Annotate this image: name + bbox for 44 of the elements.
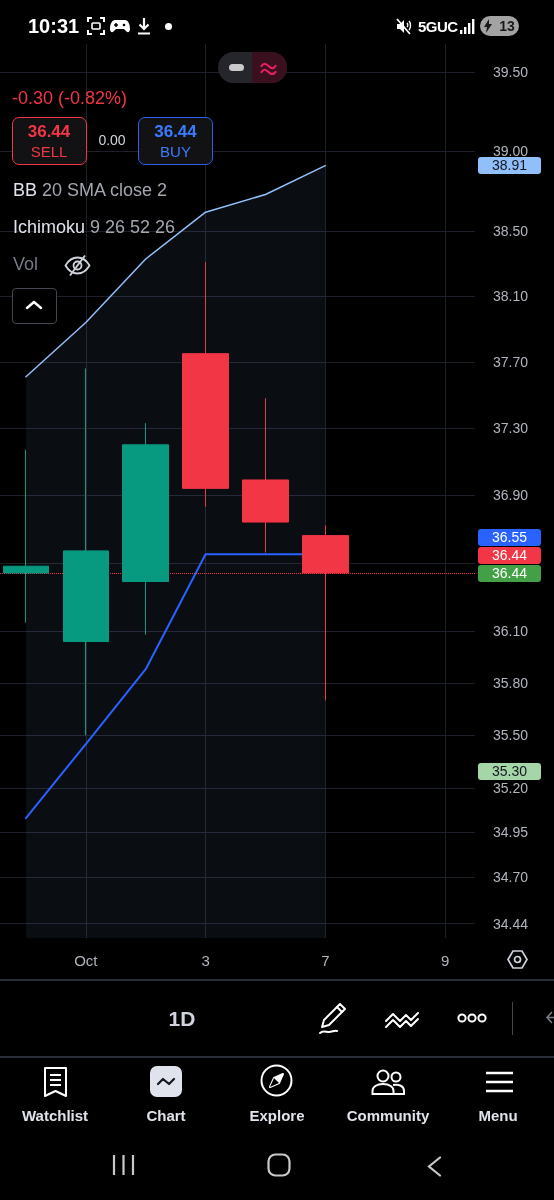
- candlestick: [242, 397, 289, 554]
- text: 13: [499, 18, 515, 34]
- annotation: 0.00: [98, 132, 126, 148]
- text: 10:31: [28, 15, 80, 37]
- candlestick: [122, 422, 169, 636]
- annotation: 36.44: [154, 121, 197, 141]
- text: 1D: [168, 1006, 196, 1030]
- annotation: Vol: [13, 254, 39, 274]
- text: Explore: [249, 1106, 305, 1124]
- y-tick-label: 39.50: [493, 64, 529, 81]
- text: 36.55: [478, 528, 541, 546]
- x-tick-label: Oct: [74, 952, 99, 969]
- annotation: BUY: [160, 142, 191, 160]
- annotation: SELL: [30, 142, 68, 160]
- y-tick-label: 34.70: [493, 868, 529, 885]
- candlestick: [3, 449, 49, 624]
- y-tick-label: 35.20: [493, 780, 529, 796]
- annotation: -0.30 (-0.82%): [12, 88, 128, 108]
- text: Menu: [478, 1106, 518, 1124]
- text: Community: [346, 1106, 430, 1124]
- x-tick-label: 9: [440, 952, 450, 969]
- y-tick-label: 37.30: [493, 420, 529, 437]
- text: Watchlist: [21, 1106, 89, 1124]
- y-tick-label: 36.90: [493, 487, 529, 504]
- y-tick-label: 38.10: [493, 288, 529, 305]
- y-tick-label: 34.95: [493, 824, 529, 841]
- y-tick-label: 35.50: [493, 727, 529, 744]
- x-tick-label: 3: [201, 952, 210, 969]
- y-tick-label: 34.44: [493, 915, 529, 932]
- annotation: Ichimoku 9 26 52 26: [13, 217, 176, 237]
- y-tick-label: 38.50: [493, 223, 529, 240]
- text: 36.44: [478, 564, 541, 582]
- text: Chart: [146, 1106, 186, 1124]
- text: 5GUC: [418, 17, 458, 35]
- annotation: 36.44: [27, 121, 71, 141]
- y-tick-label: 35.80: [493, 675, 529, 692]
- annotation: BB 20 SMA close 2: [13, 180, 168, 200]
- x-tick-label: 7: [321, 952, 330, 969]
- candlestick: [182, 261, 229, 508]
- text: 38.91: [478, 156, 541, 174]
- ref-line-label: 36.44: [478, 546, 541, 564]
- text: 35.30: [478, 762, 541, 780]
- y-tick-label: 36.10: [493, 623, 529, 640]
- y-tick-label: 37.70: [493, 353, 529, 370]
